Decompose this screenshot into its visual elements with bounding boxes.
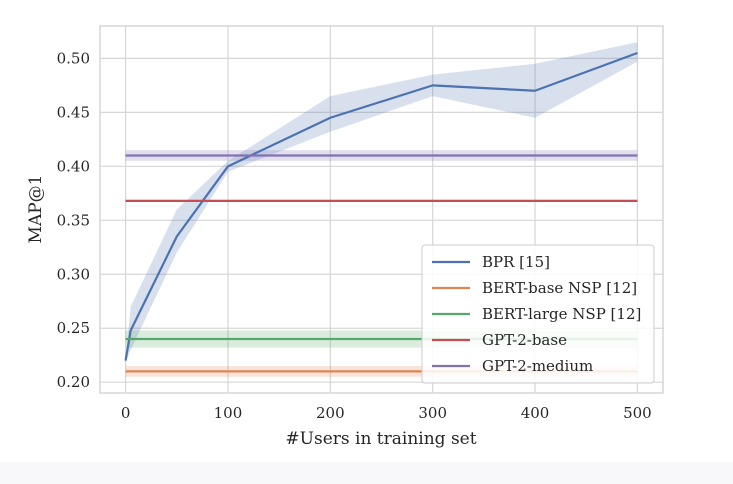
y-tick-label: 0.30 xyxy=(57,265,90,283)
x-tick-label: 0 xyxy=(121,404,131,422)
legend-label: BPR [15] xyxy=(482,253,550,271)
x-tick-label: 400 xyxy=(521,404,550,422)
legend-box xyxy=(421,244,655,384)
chart-figure: 0 100 200 300 400 500 0.20 0.25 0.30 0.35 0.40 0.4… xyxy=(26,25,664,449)
y-tick-label: 0.25 xyxy=(57,319,90,337)
y-tick-label: 0.40 xyxy=(57,157,90,175)
y-tick-label: 0.35 xyxy=(57,211,90,229)
legend-label: GPT-2-medium xyxy=(482,357,593,375)
confidence-band xyxy=(125,42,638,363)
series-line xyxy=(124,51,638,361)
x-tick-label: 500 xyxy=(623,404,652,422)
x-tick-label: 200 xyxy=(316,404,345,422)
y-axis-label: MAP@1 xyxy=(26,175,46,244)
legend-label: BERT-base NSP [12] xyxy=(482,279,637,297)
x-tick-labels: 0 100 200 300 400 500 xyxy=(121,404,652,422)
x-tick-label: 300 xyxy=(418,404,447,422)
legend-label: BERT-large NSP [12] xyxy=(482,305,641,323)
x-tick-label: 100 xyxy=(214,404,243,422)
legend-label: GPT-2-base xyxy=(482,331,567,349)
line-chart: 0 100 200 300 400 500 0.20 0.25 0.30 0.35 0.40 0.4… xyxy=(26,25,664,449)
legend: BPR [15] BERT-base NSP [12] BERT-large NSP… xyxy=(421,244,655,384)
y-tick-label: 0.45 xyxy=(57,103,90,121)
y-tick-label: 0.20 xyxy=(57,373,90,391)
y-tick-labels: 0.20 0.25 0.30 0.35 0.40 0.45 0.50 xyxy=(57,49,90,391)
y-tick-label: 0.50 xyxy=(57,49,90,67)
x-axis-label: #Users in training set xyxy=(285,429,476,449)
